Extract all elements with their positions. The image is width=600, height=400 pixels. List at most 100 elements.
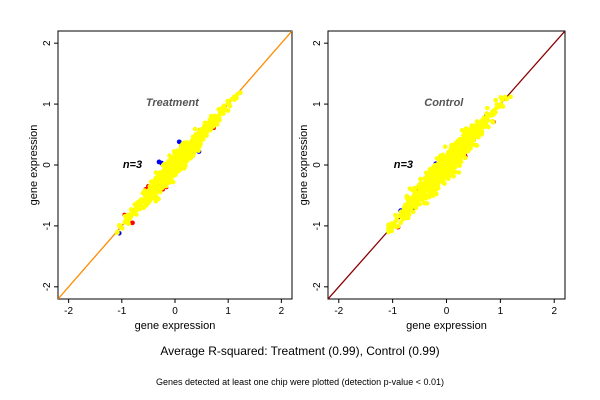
x-tick-label: -1 (117, 306, 126, 317)
data-point (206, 125, 212, 130)
data-point (430, 178, 435, 184)
y-tick-label: 1 (42, 101, 53, 107)
data-point (126, 221, 131, 227)
data-point (145, 188, 151, 194)
data-point (134, 207, 139, 213)
panel-title: Treatment (146, 97, 200, 109)
data-point (431, 182, 436, 188)
data-point (146, 194, 151, 200)
data-point (200, 136, 206, 142)
data-point (401, 205, 407, 210)
data-point (457, 136, 463, 142)
data-point (191, 141, 197, 146)
data-point (151, 183, 157, 188)
data-point (409, 200, 415, 205)
data-point (490, 118, 495, 124)
data-point (435, 185, 441, 190)
data-point (438, 168, 443, 173)
data-point (474, 131, 479, 137)
data-point (482, 116, 488, 121)
data-point (427, 167, 433, 172)
data-point (485, 105, 490, 111)
y-tick-label: -1 (312, 221, 323, 230)
data-point (449, 164, 455, 170)
data-point (478, 130, 483, 135)
data-point (502, 94, 508, 100)
data-point (190, 134, 196, 140)
data-point (493, 97, 498, 103)
data-point (442, 155, 447, 161)
point-cloud (115, 90, 243, 236)
highlight-point (130, 220, 135, 226)
data-point (425, 182, 430, 188)
y-tick-label: -2 (42, 282, 53, 291)
data-point (454, 157, 459, 162)
x-tick-label: -2 (334, 306, 343, 317)
y-tick-label: -1 (42, 221, 53, 230)
data-point (147, 183, 153, 189)
data-point (471, 136, 476, 142)
data-point (120, 226, 125, 231)
data-point (405, 197, 411, 203)
data-point (217, 111, 223, 117)
data-point (151, 188, 156, 194)
data-point (453, 153, 458, 159)
data-point (427, 189, 433, 194)
data-point (184, 157, 189, 162)
data-point (491, 112, 496, 117)
point-cloud (386, 94, 513, 235)
data-point (182, 164, 188, 169)
data-point (508, 94, 513, 100)
data-point (393, 212, 398, 218)
data-point (411, 193, 416, 199)
data-point (445, 169, 451, 175)
data-point (409, 205, 414, 211)
data-point (419, 185, 425, 190)
plot-area (328, 31, 565, 299)
data-point (181, 149, 187, 154)
data-point (153, 175, 159, 181)
x-tick-label: 1 (498, 306, 504, 317)
data-point (175, 162, 181, 168)
data-point (210, 124, 216, 129)
data-point (156, 182, 161, 188)
data-point (458, 153, 464, 158)
data-point (170, 179, 176, 185)
data-point (445, 160, 450, 166)
data-point (166, 173, 172, 179)
data-point (448, 148, 454, 154)
x-axis-label: gene expression (406, 320, 487, 332)
data-point (475, 126, 480, 131)
data-point (429, 174, 435, 180)
data-point (436, 178, 441, 183)
y-axis-label: gene expression (298, 125, 310, 206)
data-point (226, 101, 231, 107)
data-point (171, 157, 177, 162)
data-point (430, 193, 436, 198)
data-point (479, 123, 485, 128)
data-point (159, 170, 164, 175)
highlight-point (176, 139, 182, 145)
data-point (198, 127, 204, 133)
data-point (458, 146, 464, 152)
data-point (167, 179, 173, 185)
data-point (456, 170, 462, 175)
data-point (124, 218, 129, 223)
data-point (234, 92, 240, 97)
data-point (117, 223, 122, 228)
data-point (452, 141, 458, 146)
y-tick-label: 2 (42, 40, 53, 46)
x-tick-label: -1 (388, 306, 397, 317)
data-point (219, 105, 225, 111)
data-point (171, 149, 177, 155)
y-tick-label: -2 (312, 282, 323, 291)
data-point (434, 164, 440, 170)
data-point (438, 161, 443, 167)
data-point (422, 200, 427, 206)
data-point (470, 128, 475, 134)
data-point (192, 126, 198, 132)
data-point (186, 141, 192, 147)
x-tick-label: 2 (551, 306, 557, 317)
data-point (394, 224, 399, 230)
data-point (462, 144, 468, 150)
